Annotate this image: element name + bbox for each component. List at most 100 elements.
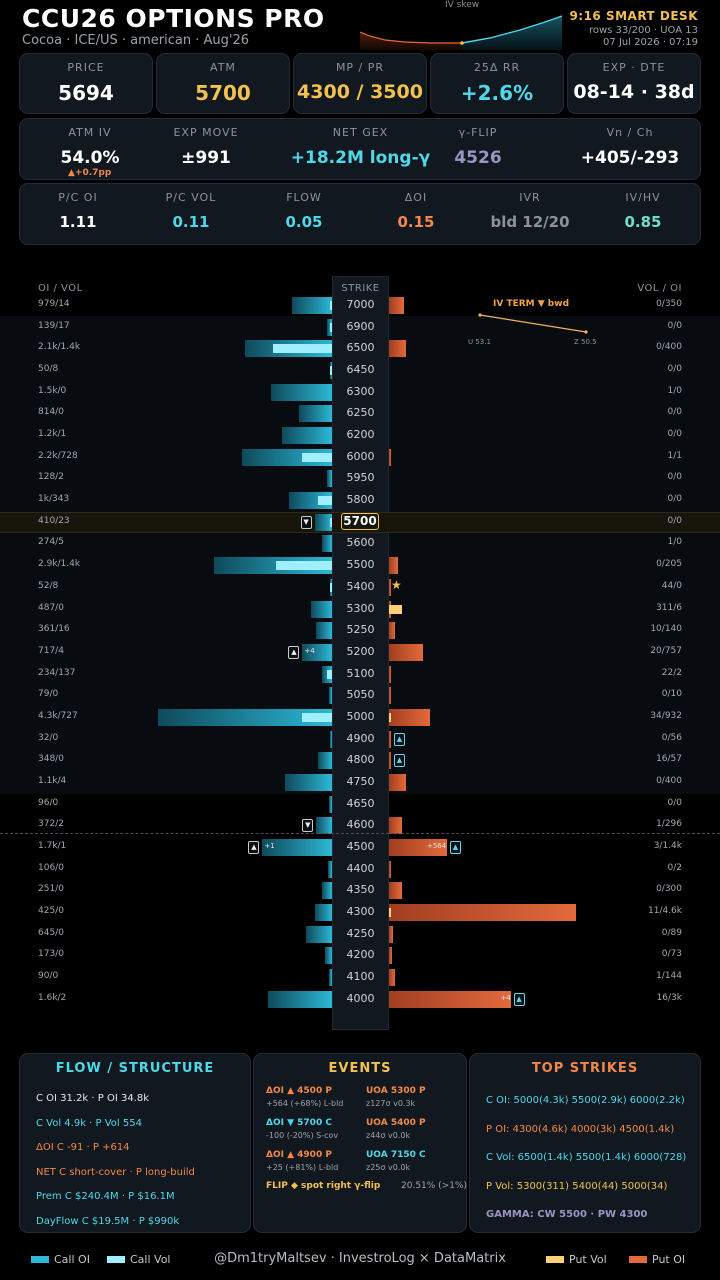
strike-price[interactable]: 5400	[346, 579, 375, 593]
strike-price[interactable]: 4400	[346, 861, 375, 875]
strike-price[interactable]: 4500	[346, 840, 375, 853]
put-vol-oi: 0/0	[667, 429, 682, 440]
strike-price[interactable]: 4800	[346, 753, 375, 767]
legend-call-oi: Call OI	[54, 1253, 90, 1266]
call-oi-bar	[316, 622, 332, 640]
call-oi-vol: 1.1k/4	[38, 775, 67, 786]
flow-structure-panel: FLOW / STRUCTURE C OI 31.2k · P OI 34.8k…	[19, 1053, 251, 1233]
call-oi-vol: 173/0	[38, 949, 64, 960]
stat3-cell-4: IVR bld 12/20	[475, 191, 585, 231]
strike-price[interactable]: 5300	[346, 601, 375, 615]
strike-price[interactable]: 6500	[346, 341, 375, 355]
strike-price[interactable]: 4600	[346, 818, 375, 832]
call-oi-change-marker: ▲	[248, 841, 260, 854]
stat3-cell-2: FLOW 0.05	[249, 191, 359, 231]
call-oi-bar	[328, 795, 332, 813]
stat-label: IVR	[519, 191, 541, 204]
ladder-row: 90/0 1/144 4100	[0, 967, 720, 988]
call-oi-vol: 410/23	[38, 515, 70, 526]
stat-value: 08-14 · 38d	[573, 81, 695, 103]
put-oi-bar	[389, 340, 406, 358]
call-oi-bar	[327, 860, 332, 878]
strike-price[interactable]: 6250	[346, 406, 375, 420]
call-oi-vol: 251/0	[38, 884, 64, 895]
strikes-panel-title: TOP STRIKES	[531, 1061, 639, 1076]
strike-price[interactable]: 4200	[346, 948, 375, 962]
legend-call-vol: Call Vol	[130, 1253, 171, 1266]
strike-price[interactable]: 4300	[346, 905, 375, 919]
strike-price[interactable]: 5100	[346, 666, 375, 680]
strike-price[interactable]: 6900	[346, 319, 375, 333]
flip-event: FLIP ◆ spot right γ-flip	[266, 1181, 381, 1191]
stat-value: 4526	[454, 148, 502, 168]
put-vol-oi: 0/0	[667, 494, 682, 505]
call-oi-vol: 106/0	[38, 862, 64, 873]
top-strikes-panel: TOP STRIKES C OI: 5000(4.3k) 5500(2.9k) …	[469, 1053, 701, 1233]
strike-price[interactable]: 4650	[346, 796, 375, 810]
event-uoa-sub: z25σ v0.0k	[366, 1163, 411, 1172]
strike-price[interactable]: 5950	[346, 471, 375, 485]
ladder-row: 487/0 311/6 5300	[0, 599, 720, 620]
stats-card-3: P/C OI 1.11 P/C VOL 0.11 FLOW 0.05 ΔOI 0.15 IVR b…	[19, 183, 701, 245]
strike-price[interactable]: 5250	[346, 623, 375, 637]
strike-price[interactable]: 4250	[346, 926, 375, 940]
ladder-row: 173/0 0/73 4200	[0, 945, 720, 966]
strike-price[interactable]: 5600	[346, 536, 375, 550]
iv-skew-sparkline	[360, 15, 562, 50]
call-oi-vol: 1.6k/2	[38, 992, 67, 1003]
call-oi-bar	[262, 839, 332, 856]
put-vol-oi: 16/3k	[656, 992, 682, 1003]
call-oi-bar	[291, 297, 332, 314]
strike-price[interactable]: 4000	[346, 991, 375, 1005]
put-vol-bar	[389, 712, 391, 722]
put-oi-bar	[389, 622, 395, 640]
strike-price[interactable]: 6000	[346, 449, 375, 463]
stat2-cell-3: γ-FLIP 4526	[428, 119, 528, 179]
strike-price[interactable]: 7000	[346, 298, 375, 311]
call-oi-vol: 2.2k/728	[38, 450, 78, 461]
call-oi-change-tag: +4	[304, 646, 315, 655]
call-oi-vol: 4.3k/727	[38, 710, 78, 721]
call-oi-change-marker: ▼	[300, 515, 312, 529]
strike-price[interactable]: 4350	[346, 883, 375, 897]
put-vol-oi: 0/0	[667, 797, 682, 808]
call-oi-swatch	[31, 1256, 49, 1263]
call-oi-bar	[281, 427, 332, 445]
strike-price[interactable]: 5800	[346, 493, 375, 507]
strike-price[interactable]: 4750	[346, 774, 375, 788]
call-oi-bar	[158, 708, 332, 726]
put-vol-oi: 0/0	[667, 515, 682, 526]
credit-line: @Dm1tryMaltsev · InvestroLog × DataMatri…	[214, 1251, 506, 1266]
strike-price[interactable]: 5050	[346, 688, 375, 702]
stat3-cell-3: ΔOI 0.15	[361, 191, 471, 231]
call-oi-vol: 1k/343	[38, 494, 70, 505]
stat-card-3: 25Δ RR +2.6%	[430, 53, 564, 114]
strike-price[interactable]: 4100	[346, 970, 375, 984]
strike-price[interactable]: 6450	[346, 363, 375, 377]
strike-price[interactable]: 5200	[346, 644, 375, 658]
strike-price[interactable]: 6200	[346, 428, 375, 442]
put-vol-oi: 3/1.4k	[653, 841, 682, 851]
put-oi-bar	[389, 969, 395, 987]
stat-label: NET GEX	[332, 126, 389, 139]
atm-strike[interactable]: 5700	[341, 512, 379, 530]
stat-value: ±991	[181, 148, 231, 168]
ladder-row: 32/0 0/56 4900 ▲	[0, 729, 720, 750]
strike-price[interactable]: 4900	[346, 731, 375, 745]
event-oi-head: ΔOI ▲ 4500 P	[266, 1086, 332, 1096]
put-vol-bar	[389, 604, 403, 614]
atm-iv-delta: ▲+0.7pp	[68, 168, 112, 178]
strike-price[interactable]: 5000	[346, 709, 375, 723]
call-oi-bar	[267, 990, 332, 1008]
call-oi-bar	[326, 470, 332, 488]
put-vol-oi: 1/144	[656, 971, 682, 982]
strike-price[interactable]: 6300	[346, 384, 375, 398]
stat2-cell-4: Vn / Ch +405/-293	[560, 119, 700, 179]
stat-value: +405/-293	[580, 148, 680, 168]
put-vol-oi: 16/57	[656, 754, 682, 765]
strike-price[interactable]: 5500	[346, 558, 375, 572]
stat-label: ΔOI	[404, 191, 428, 204]
call-oi-bar	[325, 947, 332, 965]
ladder-row: 361/16 10/140 5250	[0, 620, 720, 641]
call-oi-bar	[285, 773, 332, 791]
